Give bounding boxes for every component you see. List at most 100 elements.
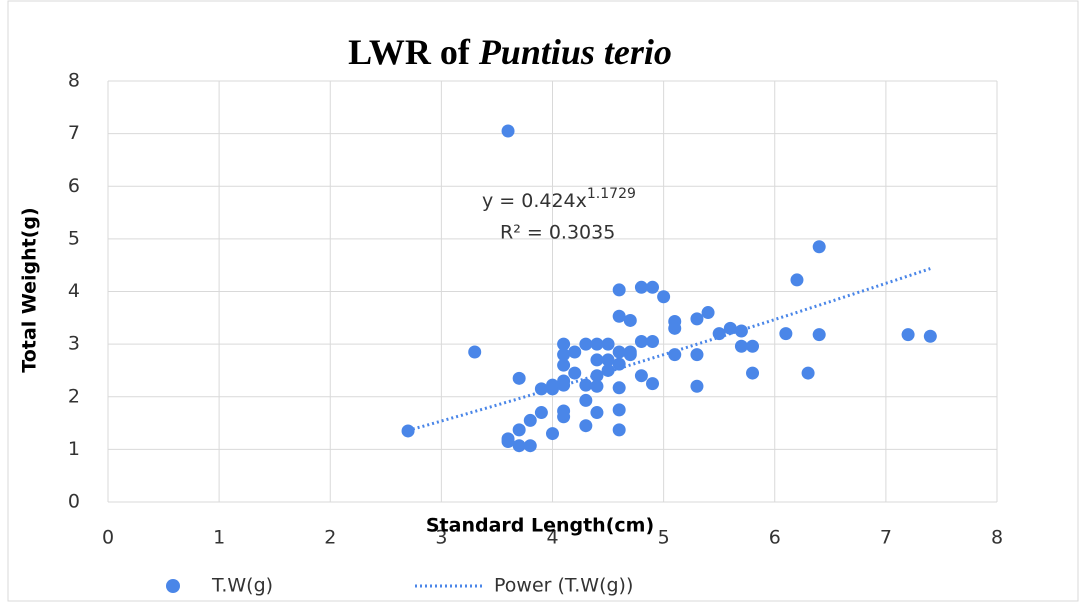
- r-squared: R² = 0.3035: [500, 222, 615, 244]
- y-tick-label: 4: [68, 280, 80, 302]
- x-axis-label: Standard Length(cm): [426, 515, 654, 537]
- point: [612, 309, 626, 323]
- y-axis-label: Total Weight(g): [19, 207, 41, 372]
- point: [668, 321, 682, 335]
- x-tick-label: 8: [991, 527, 1003, 549]
- point: [401, 424, 415, 438]
- x-tick-label: 6: [769, 527, 781, 549]
- point: [601, 353, 615, 367]
- x-tick-label: 7: [880, 527, 892, 549]
- point: [557, 337, 571, 351]
- point: [612, 283, 626, 297]
- point: [690, 379, 704, 393]
- point: [623, 313, 637, 327]
- point: [579, 378, 593, 392]
- point: [690, 312, 704, 326]
- point: [557, 378, 571, 392]
- point: [634, 280, 648, 294]
- point: [746, 366, 760, 380]
- y-tick-label: 0: [68, 491, 80, 513]
- x-tick-label: 2: [324, 527, 336, 549]
- point: [923, 329, 937, 343]
- point: [657, 290, 671, 304]
- equation-base: y = 0.424x: [482, 190, 587, 212]
- point: [812, 240, 826, 254]
- point: [690, 348, 704, 362]
- point: [590, 406, 604, 420]
- point: [568, 366, 582, 380]
- point: [779, 327, 793, 341]
- point: [790, 273, 804, 287]
- point: [523, 439, 537, 453]
- point: [601, 363, 615, 377]
- point: [646, 280, 660, 294]
- trendline: [407, 267, 931, 432]
- point: [534, 406, 548, 420]
- point: [812, 328, 826, 342]
- point: [734, 339, 748, 353]
- chart-title: LWR of Puntius terio: [348, 32, 672, 72]
- x-tick-label: 3: [435, 527, 447, 549]
- point: [723, 321, 737, 335]
- point: [546, 427, 559, 441]
- title-part: Puntius terio: [478, 32, 672, 72]
- title-part: LWR of: [348, 32, 471, 72]
- point: [734, 324, 748, 338]
- y-tick-label: 1: [68, 438, 80, 460]
- point: [646, 334, 660, 348]
- point: [579, 337, 593, 351]
- point: [901, 328, 915, 342]
- y-tick-label: 2: [68, 385, 80, 407]
- point: [512, 371, 526, 385]
- point: [501, 434, 515, 448]
- equation: y = 0.424x1.1729: [482, 186, 636, 212]
- y-tick-label: 5: [68, 227, 80, 249]
- point: [668, 348, 682, 362]
- y-tick-label: 3: [68, 333, 80, 355]
- legend-label: T.W(g): [211, 575, 273, 597]
- point: [801, 366, 815, 380]
- point: [590, 353, 604, 367]
- x-tick-label: 0: [102, 527, 114, 549]
- point: [623, 348, 637, 362]
- point: [568, 345, 582, 359]
- point: [579, 393, 593, 407]
- point: [546, 378, 559, 392]
- point: [468, 345, 482, 359]
- point: [590, 379, 604, 393]
- point: [634, 334, 648, 348]
- point: [557, 410, 571, 424]
- point: [579, 419, 593, 433]
- equation-exponent: 1.1729: [587, 186, 636, 202]
- point: [612, 357, 626, 371]
- point: [523, 413, 537, 427]
- point: [512, 423, 526, 437]
- point: [557, 348, 571, 362]
- x-tick-label: 1: [213, 527, 225, 549]
- point: [612, 381, 626, 395]
- legend-label: Power (T.W(g)): [494, 575, 633, 597]
- y-tick-label: 6: [68, 175, 80, 197]
- x-tick-label: 5: [658, 527, 670, 549]
- point: [534, 382, 548, 396]
- point: [501, 124, 515, 138]
- point: [590, 369, 604, 383]
- point: [712, 327, 726, 341]
- point: [646, 377, 660, 391]
- chart-frame: [7, 0, 1079, 602]
- point: [634, 369, 648, 383]
- y-tick-label: 7: [68, 122, 80, 144]
- y-tick-label: 8: [68, 70, 80, 92]
- x-tick-label: 4: [546, 527, 558, 549]
- point: [557, 358, 571, 372]
- point: [612, 345, 626, 359]
- point: [590, 337, 604, 351]
- point: [746, 339, 760, 353]
- point: [601, 337, 615, 351]
- point: [612, 403, 626, 417]
- legend-marker: [166, 579, 180, 593]
- point: [701, 306, 715, 320]
- point: [512, 439, 526, 453]
- point: [612, 423, 626, 437]
